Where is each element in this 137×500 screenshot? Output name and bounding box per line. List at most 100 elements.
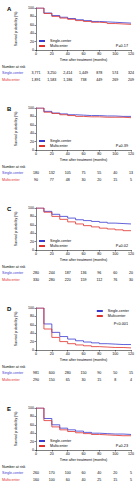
svg-text:E: E [7, 406, 11, 412]
svg-text:878: 878 [96, 71, 102, 75]
svg-text:15: 15 [113, 478, 117, 482]
svg-text:60: 60 [30, 223, 34, 227]
svg-text:180: 180 [33, 171, 39, 175]
svg-text:A: A [7, 6, 12, 12]
svg-text:55: 55 [97, 171, 101, 175]
svg-text:150: 150 [81, 371, 87, 375]
svg-text:15: 15 [97, 378, 101, 382]
svg-text:96: 96 [97, 271, 101, 275]
svg-text:Multicenter: Multicenter [50, 144, 68, 148]
svg-text:220: 220 [65, 278, 71, 282]
svg-text:120: 120 [128, 252, 134, 256]
svg-text:40: 40 [66, 452, 70, 456]
svg-text:40: 40 [82, 478, 86, 482]
svg-text:80: 80 [97, 52, 101, 56]
svg-text:0: 0 [32, 248, 34, 252]
svg-text:150: 150 [49, 378, 55, 382]
svg-text:80: 80 [97, 452, 101, 456]
svg-text:Time after treatment (months): Time after treatment (months) [60, 258, 107, 262]
svg-text:132: 132 [49, 171, 55, 175]
svg-text:Time after treatment (months): Time after treatment (months) [60, 58, 107, 62]
svg-text:Survival probability (%): Survival probability (%) [14, 112, 18, 147]
svg-text:3,771: 3,771 [32, 71, 41, 75]
svg-text:Number at risk: Number at risk [2, 65, 26, 69]
svg-text:Single-center: Single-center [2, 271, 24, 275]
svg-text:449: 449 [96, 78, 102, 82]
svg-text:Time after treatment (months): Time after treatment (months) [60, 458, 107, 462]
svg-text:981: 981 [33, 371, 39, 375]
svg-text:90: 90 [97, 371, 101, 375]
svg-text:159: 159 [81, 278, 87, 282]
svg-text:1,583: 1,583 [47, 78, 56, 82]
svg-text:100: 100 [28, 106, 34, 110]
svg-text:76: 76 [113, 278, 117, 282]
svg-text:20: 20 [30, 40, 34, 44]
svg-text:Number at risk: Number at risk [2, 165, 26, 169]
svg-text:20: 20 [50, 52, 54, 56]
svg-text:244: 244 [49, 271, 55, 275]
svg-text:260: 260 [33, 471, 39, 475]
svg-text:Single-center: Single-center [2, 71, 24, 75]
svg-text:Single-center: Single-center [50, 439, 72, 443]
svg-text:20: 20 [30, 440, 34, 444]
svg-text:Time after treatment (months): Time after treatment (months) [60, 358, 107, 362]
svg-text:Multicenter: Multicenter [2, 278, 20, 282]
svg-text:100: 100 [112, 352, 118, 356]
svg-text:Survival probability (%): Survival probability (%) [14, 312, 18, 347]
svg-text:Number at risk: Number at risk [2, 465, 26, 469]
svg-text:80: 80 [30, 14, 34, 18]
svg-text:324: 324 [128, 71, 134, 75]
svg-text:170: 170 [49, 471, 55, 475]
svg-text:P=0.23: P=0.23 [116, 444, 128, 448]
svg-text:100: 100 [28, 306, 34, 310]
svg-text:Multicenter: Multicenter [2, 478, 20, 482]
svg-text:30: 30 [82, 378, 86, 382]
svg-text:4: 4 [130, 378, 132, 382]
svg-text:40: 40 [66, 352, 70, 356]
svg-text:100: 100 [112, 252, 118, 256]
svg-text:40: 40 [30, 31, 34, 35]
svg-text:Single-center: Single-center [2, 371, 24, 375]
svg-text:15: 15 [113, 178, 117, 182]
svg-text:65: 65 [66, 378, 70, 382]
svg-text:60: 60 [30, 123, 34, 127]
svg-text:0: 0 [32, 348, 34, 352]
svg-text:13: 13 [129, 171, 133, 175]
svg-text:280: 280 [33, 271, 39, 275]
svg-text:60: 60 [66, 478, 70, 482]
svg-text:120: 120 [128, 52, 134, 56]
svg-text:Multicenter: Multicenter [50, 244, 68, 248]
svg-text:60: 60 [82, 352, 86, 356]
svg-text:112: 112 [96, 278, 102, 282]
svg-text:Single-center: Single-center [108, 309, 130, 313]
svg-text:P=0.17: P=0.17 [116, 44, 128, 48]
svg-text:40: 40 [97, 471, 101, 475]
svg-text:80: 80 [30, 314, 34, 318]
svg-text:60: 60 [30, 23, 34, 27]
svg-text:187: 187 [65, 271, 71, 275]
svg-text:20: 20 [113, 471, 117, 475]
svg-text:75: 75 [82, 171, 86, 175]
svg-text:120: 120 [128, 452, 134, 456]
svg-text:3,250: 3,250 [47, 71, 56, 75]
svg-text:100: 100 [112, 452, 118, 456]
svg-text:269: 269 [112, 78, 118, 82]
svg-text:40: 40 [30, 131, 34, 135]
svg-text:Survival probability (%): Survival probability (%) [14, 12, 18, 47]
svg-text:1,891: 1,891 [32, 78, 41, 82]
svg-text:120: 120 [128, 352, 134, 356]
svg-text:20: 20 [30, 140, 34, 144]
svg-text:60: 60 [82, 152, 86, 156]
svg-text:Single-center: Single-center [50, 139, 72, 143]
svg-text:0: 0 [35, 52, 37, 56]
svg-text:77: 77 [50, 178, 54, 182]
svg-text:40: 40 [30, 431, 34, 435]
svg-text:100: 100 [28, 6, 34, 10]
svg-text:60: 60 [82, 252, 86, 256]
svg-text:40: 40 [30, 231, 34, 235]
svg-text:Number at risk: Number at risk [2, 265, 26, 269]
svg-text:30: 30 [129, 278, 133, 282]
svg-text:80: 80 [30, 414, 34, 418]
svg-text:40: 40 [66, 152, 70, 156]
svg-text:20: 20 [30, 240, 34, 244]
